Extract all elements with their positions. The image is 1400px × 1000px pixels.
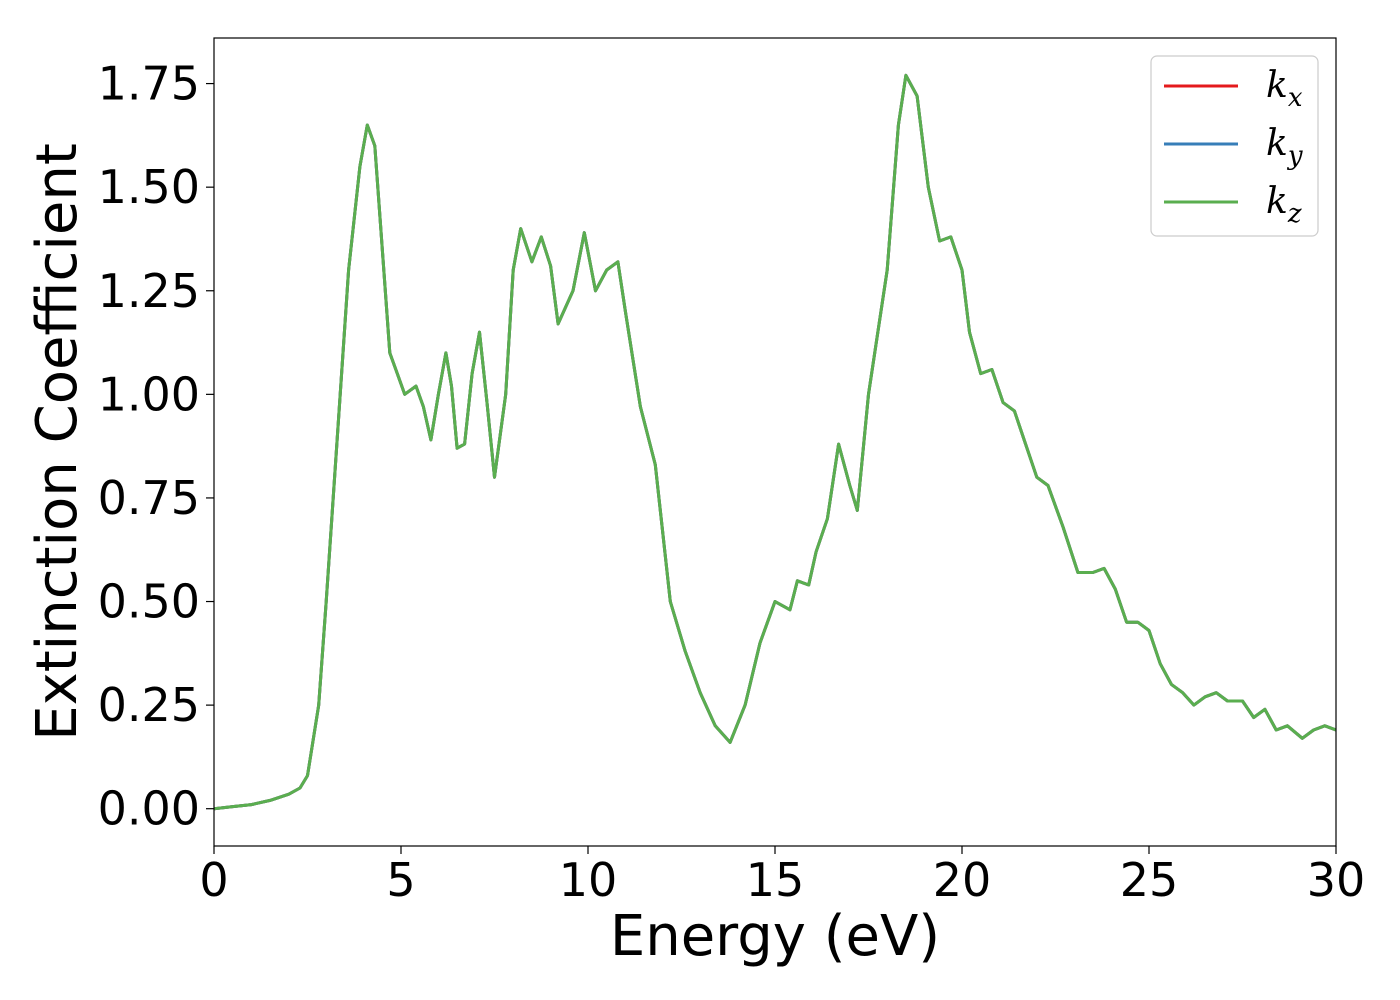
x-tick-label: 10 — [559, 853, 618, 907]
x-tick-label: 15 — [746, 853, 805, 907]
legend-label-z: kz — [1266, 181, 1302, 229]
legend-label-y: ky — [1266, 123, 1303, 171]
y-axis-title: Extinction Coefficient — [25, 143, 90, 741]
y-tick-label: 0.00 — [98, 782, 200, 836]
series-layer — [214, 73, 1336, 811]
y-tick-label: 1.75 — [98, 57, 200, 111]
x-axis: 0 5 10 15 20 25 30 — [199, 846, 1365, 907]
y-tick-label: 1.25 — [98, 264, 200, 318]
y-tick-label: 1.00 — [98, 367, 200, 421]
x-tick-label: 0 — [199, 853, 228, 907]
x-tick-label: 30 — [1307, 853, 1366, 907]
y-tick-label: 0.75 — [98, 471, 200, 525]
x-tick-label: 25 — [1120, 853, 1179, 907]
x-axis-title: Energy (eV) — [610, 904, 940, 969]
y-tick-label: 1.50 — [98, 160, 200, 214]
legend: kx ky kz — [1150, 55, 1319, 237]
y-tick-label: 0.50 — [98, 575, 200, 629]
y-tick-label: 0.25 — [98, 678, 200, 732]
x-tick-label: 20 — [933, 853, 992, 907]
legend-box — [1150, 55, 1319, 237]
legend-label-x: kx — [1266, 65, 1303, 113]
series-line-z — [214, 73, 1336, 811]
y-axis: 0.00 0.25 0.50 0.75 1.00 1.25 1.50 1.75 — [98, 57, 214, 836]
x-tick-label: 5 — [386, 853, 415, 907]
